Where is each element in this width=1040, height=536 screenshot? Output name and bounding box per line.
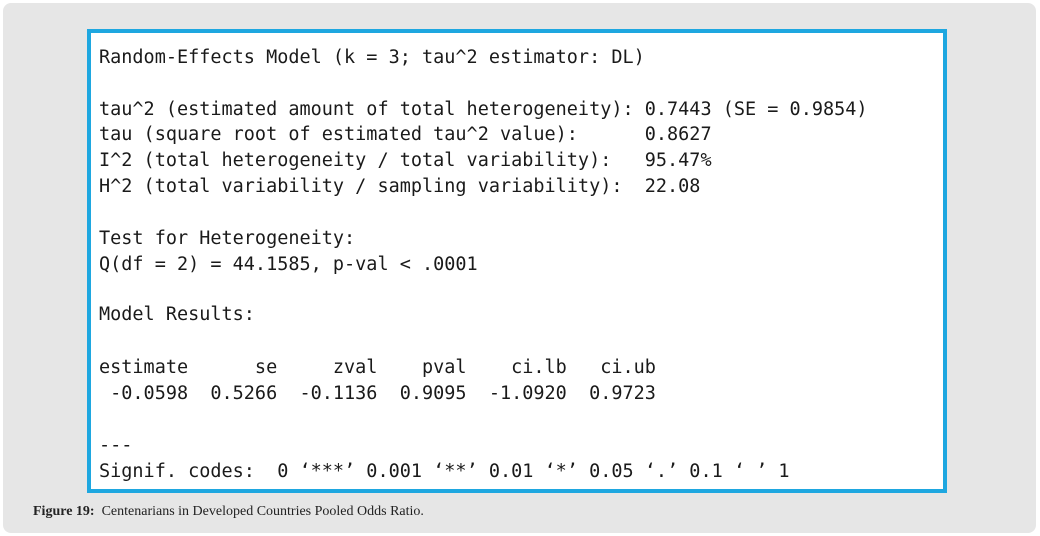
caption-text: Centenarians in Developed Countries Pool… bbox=[101, 504, 424, 519]
signif-codes-line: Signif. codes: 0 ‘***’ 0.001 ‘**’ 0.01 ‘… bbox=[99, 461, 790, 482]
heterogeneity-result: Q(df = 2) = 44.1585, p-val < .0001 bbox=[99, 254, 478, 275]
model-header-line: Random-Effects Model (k = 3; tau^2 estim… bbox=[99, 47, 645, 68]
heterogeneity-title: Test for Heterogeneity: bbox=[99, 228, 356, 249]
console-output: Random-Effects Model (k = 3; tau^2 estim… bbox=[99, 47, 868, 482]
i2-line: I^2 (total heterogeneity / total variabi… bbox=[99, 150, 712, 171]
results-values-row: -0.0598 0.5266 -0.1136 0.9095 -1.0920 0.… bbox=[99, 383, 656, 404]
figure-caption: Figure 19: Centenarians in Developed Cou… bbox=[33, 504, 424, 520]
tau2-line: tau^2 (estimated amount of total heterog… bbox=[99, 99, 868, 120]
model-results-title: Model Results: bbox=[99, 304, 255, 325]
tau-line: tau (square root of estimated tau^2 valu… bbox=[99, 124, 712, 145]
h2-line: H^2 (total variability / sampling variab… bbox=[99, 176, 701, 197]
results-header-row: estimate se zval pval ci.lb ci.ub bbox=[99, 357, 656, 378]
figure-panel: Random-Effects Model (k = 3; tau^2 estim… bbox=[3, 3, 1036, 533]
r-output-box: Random-Effects Model (k = 3; tau^2 estim… bbox=[87, 29, 947, 493]
caption-label: Figure 19: bbox=[33, 504, 95, 519]
separator-line: --- bbox=[99, 435, 133, 456]
